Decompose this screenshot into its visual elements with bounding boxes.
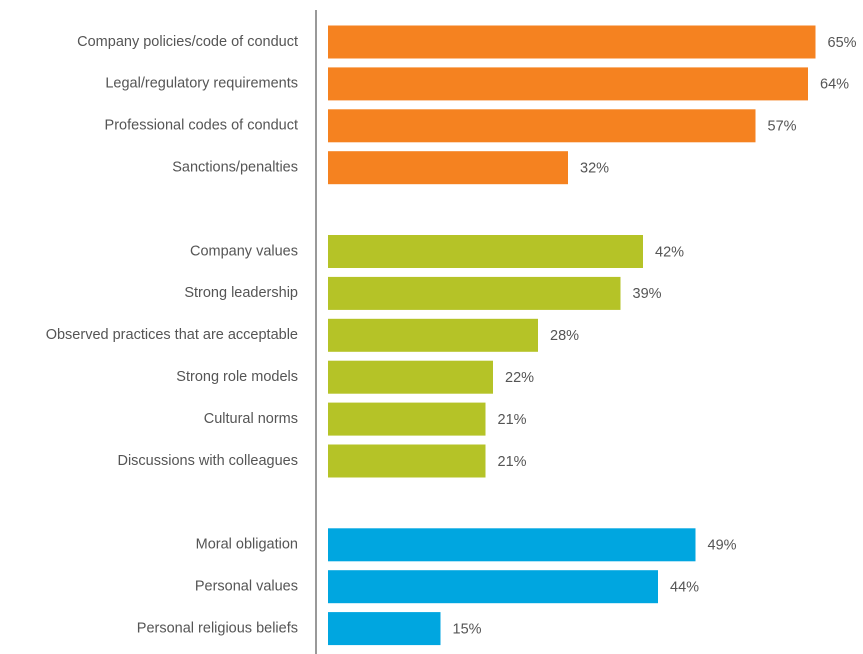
category-label: Moral obligation: [196, 537, 298, 553]
bar: [328, 402, 486, 436]
category-label: Legal/regulatory requirements: [105, 76, 298, 92]
category-label: Strong role models: [176, 369, 298, 385]
value-label: 44%: [670, 580, 699, 596]
value-label: 21%: [498, 412, 527, 428]
category-label: Strong leadership: [184, 285, 298, 301]
bar: [328, 444, 486, 478]
bar: [328, 235, 643, 268]
value-label: 49%: [708, 538, 737, 554]
category-label: Sanctions/penalties: [172, 160, 298, 176]
bar: [328, 276, 621, 310]
value-label: 57%: [768, 119, 797, 135]
category-label: Professional codes of conduct: [105, 118, 298, 134]
bar: [328, 67, 808, 101]
value-label: 15%: [453, 621, 482, 637]
bar: [328, 612, 441, 646]
bar: [328, 25, 816, 59]
value-label: 42%: [655, 244, 684, 260]
bar: [328, 151, 568, 185]
bar: [328, 570, 658, 604]
bar: [328, 109, 756, 143]
category-label: Observed practices that are acceptable: [46, 327, 298, 343]
category-label: Company policies/code of conduct: [77, 34, 298, 50]
category-label: Personal religious beliefs: [137, 620, 298, 636]
value-label: 64%: [820, 77, 849, 93]
category-label: Company values: [190, 243, 298, 259]
value-label: 39%: [633, 286, 662, 302]
category-label: Discussions with colleagues: [117, 453, 298, 469]
bar: [328, 360, 493, 394]
bar: [328, 318, 538, 352]
bar: [328, 528, 696, 562]
value-label: 32%: [580, 161, 609, 177]
value-label: 21%: [498, 454, 527, 470]
value-label: 22%: [505, 370, 534, 386]
value-label: 28%: [550, 328, 579, 344]
category-label: Personal values: [195, 579, 298, 595]
category-label: Cultural norms: [204, 411, 298, 427]
value-label: 65%: [828, 35, 857, 51]
